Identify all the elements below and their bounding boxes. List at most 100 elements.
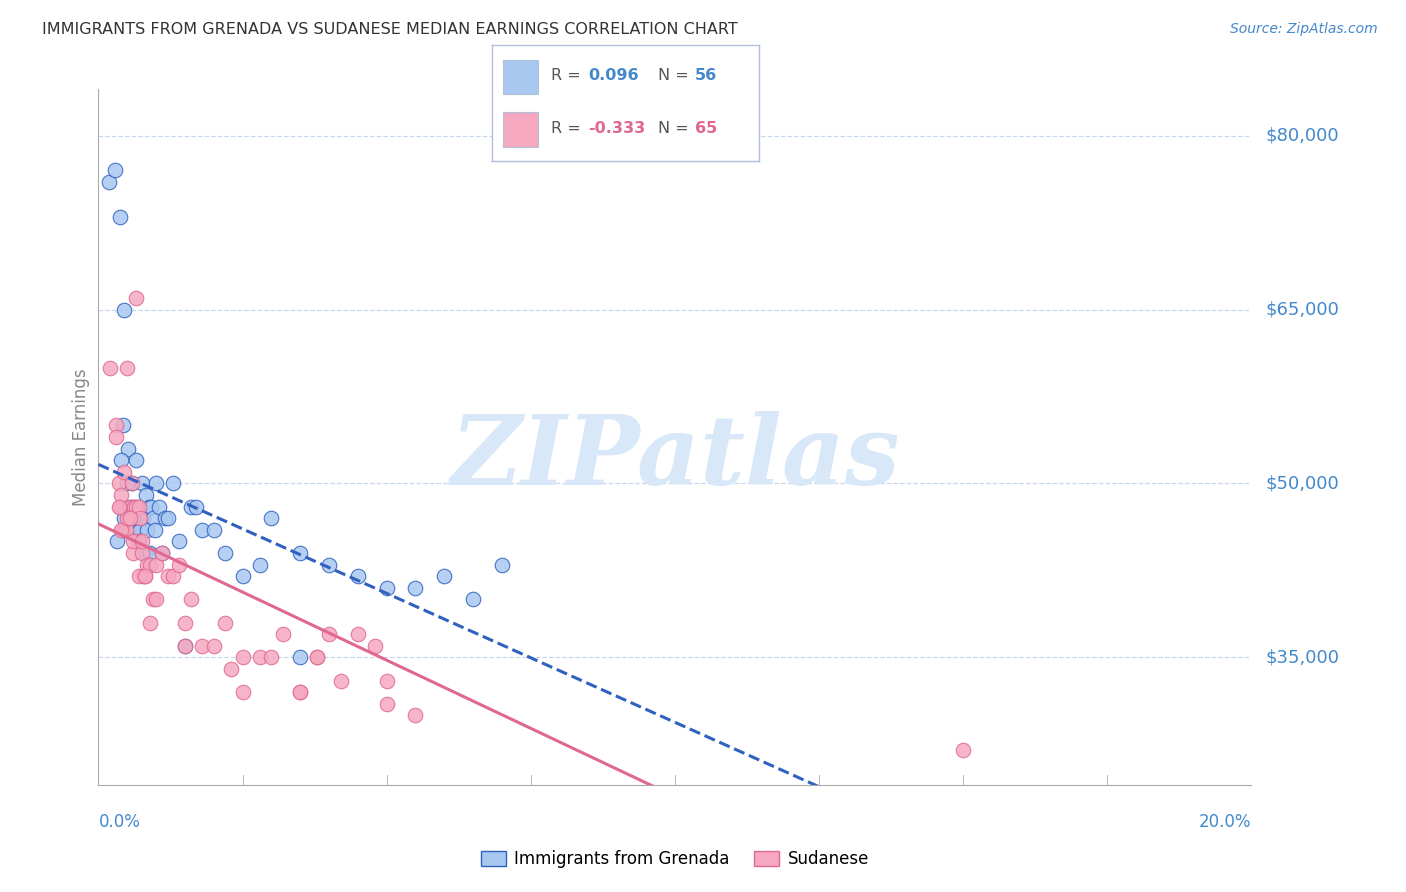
Point xyxy=(156,569,179,583)
Point xyxy=(231,650,254,665)
Point xyxy=(136,523,159,537)
Point xyxy=(346,627,368,641)
Point xyxy=(260,511,283,525)
Point xyxy=(461,592,484,607)
Text: $65,000: $65,000 xyxy=(1265,301,1339,318)
Point xyxy=(110,210,132,224)
Point xyxy=(131,546,153,560)
Text: -0.333: -0.333 xyxy=(588,120,645,136)
Point xyxy=(117,476,138,491)
Point xyxy=(121,476,143,491)
Point xyxy=(103,163,125,178)
Point xyxy=(111,523,134,537)
Point xyxy=(132,511,155,525)
Point xyxy=(107,476,129,491)
Point xyxy=(202,523,225,537)
Point xyxy=(104,418,127,433)
Point xyxy=(214,615,236,630)
Point xyxy=(128,500,150,514)
Legend: Immigrants from Grenada, Sudanese: Immigrants from Grenada, Sudanese xyxy=(474,844,876,875)
Point xyxy=(111,418,134,433)
Point xyxy=(202,639,225,653)
Point xyxy=(143,523,166,537)
Point xyxy=(120,500,142,514)
Point xyxy=(191,639,214,653)
Point xyxy=(375,673,398,688)
Point xyxy=(122,500,145,514)
Point xyxy=(231,685,254,699)
Text: R =: R = xyxy=(551,120,586,136)
Point xyxy=(139,546,162,560)
Point xyxy=(129,523,152,537)
Point xyxy=(150,546,173,560)
Point xyxy=(318,627,340,641)
Point xyxy=(290,685,312,699)
Point xyxy=(174,615,197,630)
Point xyxy=(117,511,138,525)
Point xyxy=(156,511,179,525)
Y-axis label: Median Earnings: Median Earnings xyxy=(72,368,90,506)
Point xyxy=(364,639,387,653)
Point xyxy=(112,511,135,525)
Point xyxy=(131,476,153,491)
Text: N =: N = xyxy=(658,69,693,84)
Point xyxy=(125,500,148,514)
Text: $50,000: $50,000 xyxy=(1265,475,1339,492)
Point xyxy=(186,500,208,514)
Point xyxy=(132,569,155,583)
Point xyxy=(121,476,143,491)
FancyBboxPatch shape xyxy=(503,112,537,146)
Point xyxy=(97,175,120,189)
Point xyxy=(145,558,167,572)
Point xyxy=(134,569,156,583)
Point xyxy=(105,534,128,549)
Point xyxy=(249,558,271,572)
Text: Source: ZipAtlas.com: Source: ZipAtlas.com xyxy=(1230,22,1378,37)
Point xyxy=(142,511,165,525)
Text: R =: R = xyxy=(551,69,586,84)
Point xyxy=(110,453,132,467)
Point xyxy=(214,546,236,560)
Point xyxy=(112,465,135,479)
Point xyxy=(117,442,139,456)
Point xyxy=(120,500,142,514)
Point xyxy=(122,523,145,537)
Point xyxy=(120,511,142,525)
Point xyxy=(122,546,145,560)
Point xyxy=(231,569,254,583)
Point xyxy=(128,511,150,525)
Point xyxy=(148,500,170,514)
Point xyxy=(127,500,149,514)
Point xyxy=(433,569,456,583)
Point xyxy=(145,476,167,491)
Point xyxy=(134,546,156,560)
Point xyxy=(128,569,150,583)
Text: IMMIGRANTS FROM GRENADA VS SUDANESE MEDIAN EARNINGS CORRELATION CHART: IMMIGRANTS FROM GRENADA VS SUDANESE MEDI… xyxy=(42,22,738,37)
Point xyxy=(180,500,202,514)
Point xyxy=(307,650,329,665)
Point xyxy=(491,558,513,572)
Point xyxy=(952,743,974,757)
Point xyxy=(180,592,202,607)
Text: $35,000: $35,000 xyxy=(1265,648,1340,666)
Point xyxy=(139,615,162,630)
Point xyxy=(122,534,145,549)
Point xyxy=(290,685,312,699)
Point xyxy=(307,650,329,665)
Point xyxy=(98,360,121,375)
Point xyxy=(139,558,162,572)
Point xyxy=(117,511,139,525)
Point xyxy=(150,546,173,560)
Point xyxy=(167,534,190,549)
Point xyxy=(162,569,184,583)
Point xyxy=(141,500,163,514)
Point xyxy=(162,476,184,491)
Point xyxy=(128,534,150,549)
Point xyxy=(110,500,132,514)
Point xyxy=(219,662,242,676)
Point xyxy=(135,488,157,502)
Point xyxy=(117,360,138,375)
Point xyxy=(318,558,340,572)
Point xyxy=(290,546,312,560)
Point xyxy=(153,511,176,525)
